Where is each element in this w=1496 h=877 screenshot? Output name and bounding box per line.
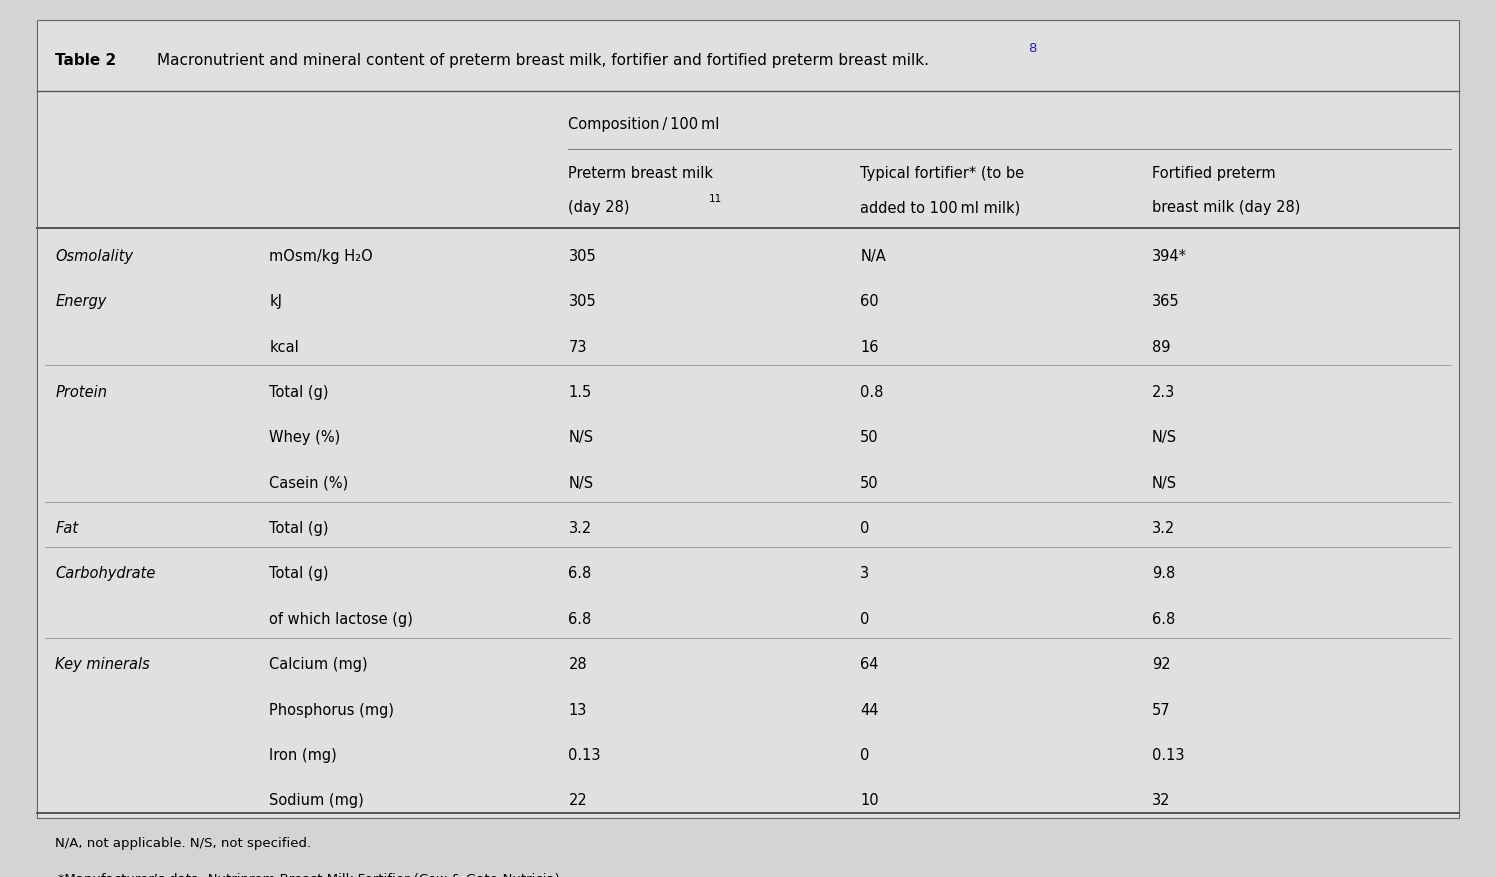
- Text: 50: 50: [860, 475, 878, 490]
- Text: 3: 3: [860, 566, 869, 581]
- Text: 9.8: 9.8: [1152, 566, 1176, 581]
- Text: 22: 22: [568, 793, 588, 808]
- Text: 0: 0: [860, 611, 869, 626]
- Text: mOsm/kg H₂O: mOsm/kg H₂O: [269, 248, 373, 263]
- Text: breast milk (day 28): breast milk (day 28): [1152, 200, 1300, 215]
- Text: Total (g): Total (g): [269, 384, 329, 400]
- Text: Composition / 100 ml: Composition / 100 ml: [568, 117, 720, 132]
- Text: 11: 11: [709, 194, 723, 203]
- Text: Total (g): Total (g): [269, 521, 329, 536]
- Text: 0.13: 0.13: [1152, 747, 1185, 762]
- Text: 64: 64: [860, 657, 878, 672]
- FancyBboxPatch shape: [37, 21, 1459, 818]
- Text: 365: 365: [1152, 294, 1179, 309]
- Text: N/S: N/S: [568, 430, 594, 445]
- Text: Typical fortifier* (to be: Typical fortifier* (to be: [860, 167, 1025, 182]
- Text: Osmolality: Osmolality: [55, 248, 133, 263]
- Text: 60: 60: [860, 294, 878, 309]
- Text: 3.2: 3.2: [1152, 521, 1176, 536]
- Text: Total (g): Total (g): [269, 566, 329, 581]
- Text: Calcium (mg): Calcium (mg): [269, 657, 368, 672]
- Text: 44: 44: [860, 702, 878, 717]
- Text: N/S: N/S: [1152, 430, 1177, 445]
- Text: Protein: Protein: [55, 384, 108, 400]
- Text: Whey (%): Whey (%): [269, 430, 341, 445]
- Text: 2.3: 2.3: [1152, 384, 1176, 400]
- Text: 1.5: 1.5: [568, 384, 592, 400]
- Text: 10: 10: [860, 793, 878, 808]
- Text: Table 2: Table 2: [55, 53, 117, 68]
- Text: 13: 13: [568, 702, 586, 717]
- Text: Sodium (mg): Sodium (mg): [269, 793, 364, 808]
- Text: 3.2: 3.2: [568, 521, 592, 536]
- Text: 305: 305: [568, 248, 597, 263]
- Text: N/A, not applicable. N/S, not specified.: N/A, not applicable. N/S, not specified.: [55, 837, 311, 849]
- Text: 0: 0: [860, 521, 869, 536]
- Text: 8: 8: [1028, 42, 1037, 55]
- Text: 73: 73: [568, 339, 586, 354]
- Text: 6.8: 6.8: [568, 611, 592, 626]
- Text: N/S: N/S: [1152, 475, 1177, 490]
- Text: Preterm breast milk: Preterm breast milk: [568, 167, 714, 182]
- Text: Carbohydrate: Carbohydrate: [55, 566, 156, 581]
- Text: 28: 28: [568, 657, 586, 672]
- Text: kcal: kcal: [269, 339, 299, 354]
- Text: 89: 89: [1152, 339, 1170, 354]
- Text: N/S: N/S: [568, 475, 594, 490]
- Text: Phosphorus (mg): Phosphorus (mg): [269, 702, 395, 717]
- Text: 92: 92: [1152, 657, 1170, 672]
- Text: Macronutrient and mineral content of preterm breast milk, fortifier and fortifie: Macronutrient and mineral content of pre…: [157, 53, 929, 68]
- Text: added to 100 ml milk): added to 100 ml milk): [860, 200, 1020, 215]
- Text: 32: 32: [1152, 793, 1170, 808]
- Text: of which lactose (g): of which lactose (g): [269, 611, 413, 626]
- Text: 6.8: 6.8: [1152, 611, 1176, 626]
- Text: Energy: Energy: [55, 294, 106, 309]
- Text: N/A: N/A: [860, 248, 886, 263]
- Text: Key minerals: Key minerals: [55, 657, 150, 672]
- Text: 0.8: 0.8: [860, 384, 884, 400]
- Text: 50: 50: [860, 430, 878, 445]
- Text: 6.8: 6.8: [568, 566, 592, 581]
- Text: (day 28): (day 28): [568, 200, 630, 215]
- Text: 16: 16: [860, 339, 878, 354]
- Text: kJ: kJ: [269, 294, 283, 309]
- Text: 0: 0: [860, 747, 869, 762]
- Text: 0.13: 0.13: [568, 747, 601, 762]
- Text: *Manufacturer’s data: Nutriprem Breast Milk Fortifier (Cow & Gate-Nutricia).: *Manufacturer’s data: Nutriprem Breast M…: [55, 872, 564, 877]
- Text: 305: 305: [568, 294, 597, 309]
- Text: 394*: 394*: [1152, 248, 1186, 263]
- Text: Fortified preterm: Fortified preterm: [1152, 167, 1276, 182]
- Text: Casein (%): Casein (%): [269, 475, 349, 490]
- Text: 57: 57: [1152, 702, 1170, 717]
- Text: Iron (mg): Iron (mg): [269, 747, 337, 762]
- Text: Fat: Fat: [55, 521, 78, 536]
